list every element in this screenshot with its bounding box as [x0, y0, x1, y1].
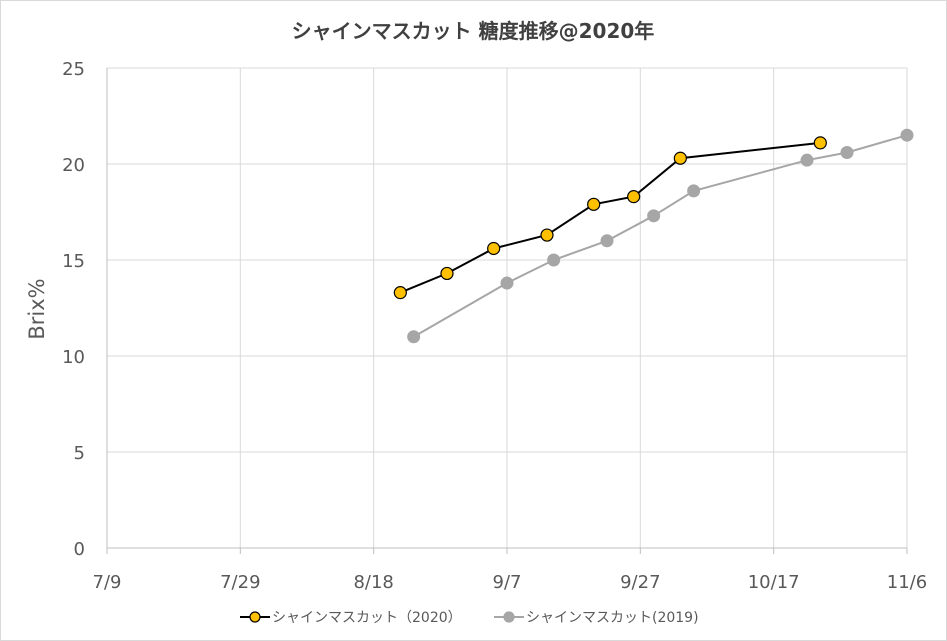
data-point	[547, 253, 561, 267]
y-tick-label: 25	[62, 59, 85, 80]
data-point	[900, 128, 914, 142]
data-point	[393, 286, 407, 300]
chart-title: シャインマスカット 糖度推移@2020年	[292, 19, 655, 43]
series-line	[399, 141, 821, 294]
legend-marker	[503, 611, 515, 623]
data-point	[647, 209, 661, 223]
x-tick-label: 11/6	[887, 572, 927, 593]
data-point	[487, 241, 501, 256]
data-point	[840, 145, 854, 159]
legend-item-2019: シャインマスカット(2019)	[494, 610, 699, 626]
series-layer	[393, 128, 914, 344]
legend-marker	[249, 611, 261, 623]
x-tick-label: 9/27	[620, 572, 660, 593]
data-point	[800, 153, 814, 167]
legend: シャインマスカット（2020） シャインマスカット(2019)	[240, 610, 699, 626]
series-2019	[407, 128, 914, 344]
legend-item-2020: シャインマスカット（2020）	[240, 610, 462, 626]
y-tick-label: 20	[62, 155, 85, 176]
y-tick-label: 10	[62, 347, 85, 368]
legend-label: シャインマスカット（2020）	[272, 610, 462, 626]
axes: 0 5 10 15 20 25 7/9 7/29 8/18 9/7 9/27 10/17 11/6	[62, 59, 927, 593]
gridlines	[106, 67, 908, 549]
data-point	[587, 197, 601, 211]
y-axis-label: Brix%	[25, 278, 49, 339]
x-tick-label: 8/18	[353, 572, 393, 593]
y-tick-label: 15	[62, 251, 85, 272]
data-point	[687, 184, 701, 198]
y-tick-label: 5	[74, 443, 85, 464]
data-point	[673, 151, 687, 165]
y-tick-label: 0	[74, 539, 85, 560]
x-tick-label: 10/17	[748, 572, 800, 593]
data-point	[407, 330, 421, 344]
x-tick-label: 7/29	[220, 572, 260, 593]
data-point	[627, 190, 641, 204]
data-point	[600, 234, 614, 248]
data-point	[540, 228, 554, 242]
legend-label: シャインマスカット(2019)	[526, 610, 699, 626]
data-point	[813, 136, 827, 150]
series-line	[413, 134, 908, 338]
data-point	[440, 266, 454, 281]
x-tick-label: 7/9	[93, 572, 122, 593]
x-tick-label: 9/7	[493, 572, 522, 593]
data-point	[500, 276, 514, 290]
series-2020	[393, 136, 827, 300]
